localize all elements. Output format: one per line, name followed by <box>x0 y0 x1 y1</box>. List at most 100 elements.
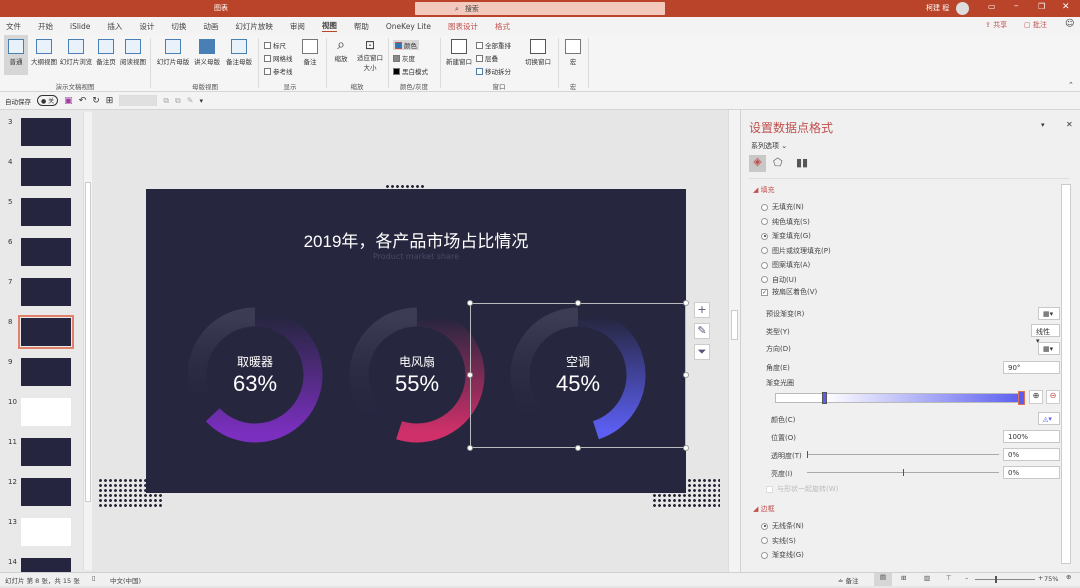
gradient-stop[interactable] <box>822 392 827 404</box>
type-dropdown[interactable]: 线性 ▾ <box>1031 324 1060 345</box>
radio-option[interactable]: 图案填充(A) <box>761 260 810 270</box>
brightness-slider[interactable] <box>807 469 999 476</box>
donut-remainder-arc[interactable] <box>187 307 256 422</box>
slide-title[interactable]: 2019年，各产品市场占比情况 <box>303 232 529 251</box>
color-picker[interactable]: ◬▾ <box>1038 412 1060 425</box>
donut-value-arc[interactable] <box>577 307 646 440</box>
slide-thumbnail[interactable]: 12 <box>6 478 86 508</box>
tab-13[interactable]: 格式 <box>494 21 510 31</box>
series-options-dropdown[interactable]: 系列选项 ⌄ <box>751 142 788 150</box>
pane-close-icon[interactable]: ✕ <box>1066 120 1073 129</box>
radio-option[interactable]: 自动(U) <box>761 275 797 285</box>
normal-view-button[interactable]: 普通 <box>4 35 28 75</box>
radio-option[interactable]: 渐变填充(G) <box>761 231 811 241</box>
tab-10[interactable]: 帮助 <box>353 21 369 31</box>
position-input[interactable]: 100% <box>1003 430 1060 443</box>
tab-7[interactable]: 幻灯片放映 <box>235 21 273 31</box>
zoom-slider[interactable] <box>975 576 1035 583</box>
radio-option[interactable]: 图片或纹理填充(P) <box>761 246 831 256</box>
gradient-stops-bar[interactable] <box>775 391 1025 405</box>
macros-button[interactable]: 宏 <box>562 35 584 66</box>
handout-master-button[interactable]: 讲义母版 <box>191 35 223 66</box>
grayscale-button[interactable]: 灰度 <box>393 53 415 63</box>
donut-value-arc[interactable] <box>205 307 323 443</box>
tab-3[interactable]: 插入 <box>107 21 123 31</box>
tab-11[interactable]: OneKey Lite <box>385 21 431 31</box>
avatar[interactable] <box>956 2 969 15</box>
slide-master-button[interactable]: 幻灯片母版 <box>155 35 191 66</box>
chart-selection-frame[interactable] <box>470 303 686 448</box>
chart-filters-button[interactable]: ⏷ <box>694 344 710 360</box>
normal-view-icon[interactable]: ▤ <box>874 573 892 586</box>
canvas-scrollbar[interactable] <box>728 110 740 572</box>
search-input[interactable]: ⌕ 搜索 <box>415 2 665 15</box>
brightness-input[interactable]: 0% <box>1003 466 1060 479</box>
notes-button[interactable]: 备注 <box>300 35 320 66</box>
comment-button[interactable]: ▢ 批注 <box>1024 21 1047 29</box>
remove-stop-button[interactable]: ⊖ <box>1046 390 1060 404</box>
radio-option[interactable]: 无线条(N) <box>761 521 804 531</box>
tab-5[interactable]: 切换 <box>171 21 187 31</box>
tab-9[interactable]: 视图 <box>321 21 337 32</box>
chart-styles-button[interactable]: ✎ <box>694 323 710 339</box>
ribbon-display-icon[interactable]: ▭ <box>988 2 996 11</box>
zoom-out-button[interactable]: – <box>965 574 969 582</box>
slide-sorter-button[interactable]: 幻灯片浏览 <box>58 35 94 66</box>
slide-thumbnail[interactable]: 11 <box>6 438 86 468</box>
reading-view-icon[interactable]: ▥ <box>924 574 931 582</box>
close-button[interactable]: ✕ <box>1062 2 1070 12</box>
minimize-button[interactable]: – <box>1014 1 1019 11</box>
slide-thumbnail[interactable]: 3 <box>6 118 86 148</box>
radio-option[interactable]: 无填充(N) <box>761 202 804 212</box>
move-split-button[interactable]: 移动拆分 <box>476 66 511 76</box>
feedback-icon[interactable]: ☺ <box>1065 19 1075 29</box>
customize-qat-icon[interactable]: ▾ <box>199 96 203 105</box>
fit-slide-icon[interactable]: ⊕ <box>1066 573 1072 581</box>
font-size-dropdown[interactable] <box>119 95 158 106</box>
reading-view-button[interactable]: 阅读视图 <box>118 35 148 66</box>
spell-check-icon[interactable]: ▯ <box>92 574 96 582</box>
format-painter-icon[interactable]: ✎ <box>186 96 194 105</box>
donut-charts[interactable]: 取暖器 63% 电风扇 55% 空调 45% <box>146 189 686 493</box>
slide-subtitle[interactable]: Product market share <box>372 252 460 261</box>
ungroup-icon[interactable]: ⧉ <box>175 95 181 105</box>
radio-option[interactable]: 纯色填充(S) <box>761 217 810 227</box>
radio-option[interactable]: 实线(S) <box>761 536 796 546</box>
thumbnails-scrollbar[interactable] <box>83 112 92 570</box>
collapse-ribbon-icon[interactable]: ⌃ <box>1068 81 1074 89</box>
rotate-with-shape-checkbox[interactable]: 与形状一起旋转(W) <box>766 484 838 494</box>
tab-8[interactable]: 审阅 <box>289 21 305 31</box>
new-window-button[interactable]: 新建窗口 <box>444 35 474 66</box>
effects-tab-icon[interactable]: ⬠ <box>773 156 783 169</box>
transparency-slider[interactable] <box>807 451 999 458</box>
slide-thumbnail[interactable]: 9 <box>6 358 86 388</box>
slide-thumbnail[interactable]: 7 <box>6 278 86 308</box>
tab-12[interactable]: 图表设计 <box>447 21 478 31</box>
slideshow-icon[interactable]: ⊤ <box>946 574 952 582</box>
slide-thumbnail[interactable]: 5 <box>6 198 86 228</box>
zoom-in-button[interactable]: + <box>1038 574 1044 582</box>
border-section-header[interactable]: ◢ 边框 <box>753 505 775 513</box>
guides-checkbox[interactable]: 参考线 <box>264 66 293 76</box>
tab-6[interactable]: 动画 <box>203 21 219 31</box>
radio-option[interactable]: 渐变线(G) <box>761 550 804 560</box>
tab-0[interactable]: 文件 <box>6 21 21 31</box>
direction-dropdown[interactable]: ▦▾ <box>1038 342 1060 355</box>
notes-page-button[interactable]: 备注页 <box>94 35 118 66</box>
language[interactable]: 中文(中国) <box>110 577 142 585</box>
undo-icon[interactable]: ↶ <box>78 95 87 106</box>
tab-4[interactable]: 设计 <box>139 21 155 31</box>
pane-scrollbar[interactable] <box>1061 184 1071 564</box>
scrollbar-thumb[interactable] <box>731 310 738 340</box>
donut-remainder-arc[interactable] <box>510 307 599 443</box>
donut-remainder-arc[interactable] <box>349 307 418 440</box>
series-options-tab-icon[interactable]: ▮▮ <box>796 156 809 169</box>
notes-toggle[interactable]: ≐ 备注 <box>838 577 859 585</box>
donut-value-arc[interactable] <box>396 307 485 443</box>
fit-to-window-button[interactable]: ⊡ 适应窗口大小 <box>357 38 383 72</box>
cascade-button[interactable]: 层叠 <box>476 53 498 63</box>
color-button[interactable]: 颜色 <box>393 40 419 50</box>
group-icon[interactable]: ⧉ <box>163 95 170 105</box>
preset-gradient-dropdown[interactable]: ▦▾ <box>1038 307 1060 320</box>
slide-thumbnail[interactable]: 13 <box>6 518 86 548</box>
